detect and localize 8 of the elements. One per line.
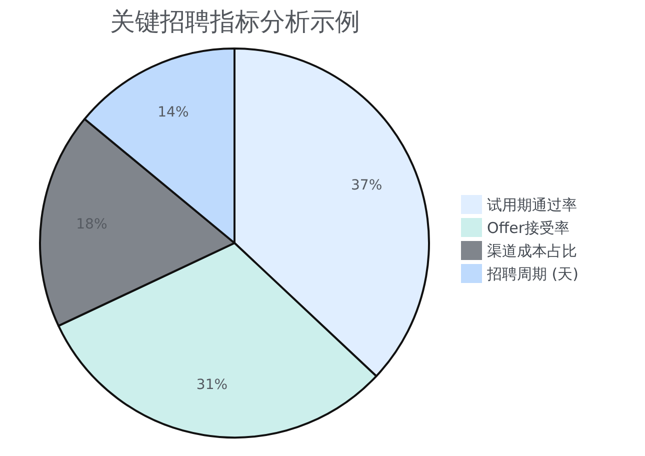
data-label: 31% (196, 376, 228, 393)
data-label: 14% (158, 104, 189, 120)
legend-label: 试用期通过率 (487, 196, 577, 214)
legend-label: 招聘周期 (天) (487, 264, 578, 282)
chart-title: 关键招聘指标分析示例 (109, 6, 361, 38)
data-label: 37% (351, 177, 382, 194)
legend-label: Offer接受率 (487, 218, 570, 236)
legend-label: 渠道成本占比 (487, 242, 577, 260)
